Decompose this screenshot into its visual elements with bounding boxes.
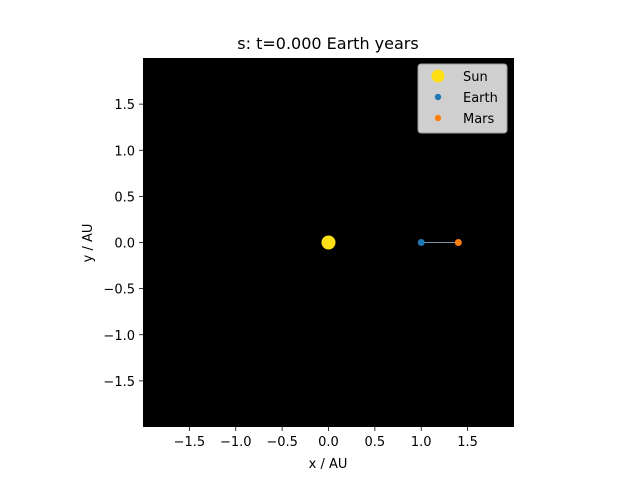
y-tick-label: −1.5 — [103, 375, 135, 390]
legend-marker-sun — [431, 69, 445, 83]
y-tick-label: 1.0 — [114, 144, 135, 159]
y-tick-label: 0.5 — [114, 190, 135, 205]
legend-marker-mars — [434, 114, 442, 122]
x-tick-label: −1.5 — [174, 435, 206, 450]
x-tick-label: −0.5 — [266, 435, 298, 450]
legend-label-mars: Mars — [463, 112, 495, 127]
x-axis-label: x / AU — [309, 457, 348, 472]
x-tick-label: 0.5 — [365, 435, 386, 450]
x-tick-label: 1.0 — [411, 435, 432, 450]
y-tick-label: 0.0 — [114, 237, 135, 252]
x-tick-label: −1.0 — [220, 435, 252, 450]
y-tick-label: −1.0 — [103, 329, 135, 344]
legend: Sun Earth Mars — [417, 63, 508, 134]
earth-point — [417, 239, 425, 246]
mars-point — [454, 239, 462, 246]
y-axis: −1.5 −1.0 −0.5 0.0 0.5 1.0 1.5 — [103, 98, 143, 390]
y-axis-label: y / AU — [81, 224, 96, 263]
legend-label-sun: Sun — [463, 70, 488, 85]
data-marks — [321, 235, 462, 250]
chart-title: s: t=0.000 Earth years — [237, 34, 418, 53]
legend-marker-earth — [434, 93, 442, 101]
x-tick-label: 1.5 — [457, 435, 478, 450]
sun-point — [321, 235, 336, 250]
y-tick-label: −0.5 — [103, 283, 135, 298]
x-tick-label: 0.0 — [318, 435, 339, 450]
y-tick-label: 1.5 — [114, 98, 135, 113]
legend-label-earth: Earth — [463, 91, 498, 106]
x-axis: −1.5 −1.0 −0.5 0.0 0.5 1.0 1.5 — [174, 427, 478, 450]
